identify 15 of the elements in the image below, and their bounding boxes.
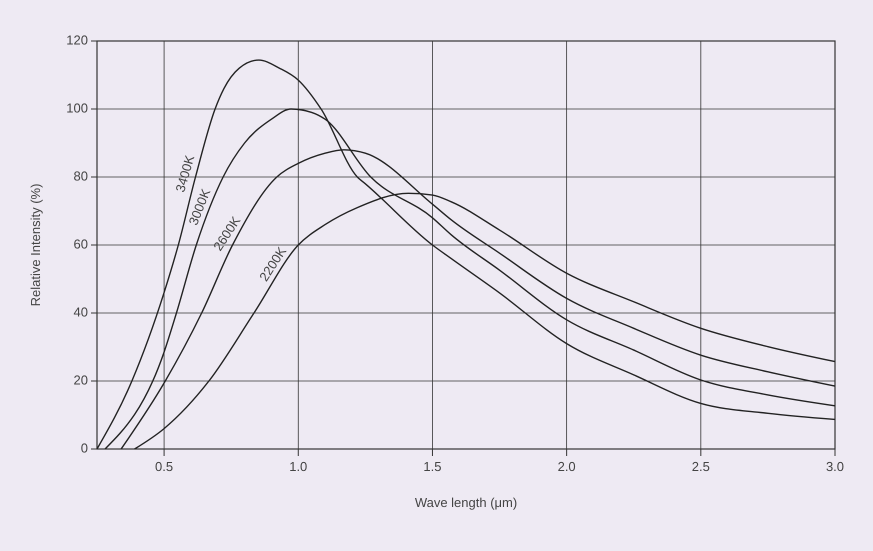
y-axis-title: Relative Intensity (%) bbox=[28, 184, 43, 306]
x-tick-label: 1.5 bbox=[423, 459, 442, 474]
x-tick-label: 1.0 bbox=[289, 459, 308, 474]
y-tick-label: 80 bbox=[74, 168, 88, 184]
x-tick-label: 2.5 bbox=[692, 459, 710, 474]
y-tick-label: 40 bbox=[74, 304, 88, 320]
x-axis-title: Wave length (μm) bbox=[414, 495, 518, 510]
x-tick-label: 2.0 bbox=[558, 459, 576, 474]
x-tick-label: 0.5 bbox=[155, 459, 174, 474]
y-tick-label: 120 bbox=[66, 32, 88, 48]
y-tick-label: 20 bbox=[74, 372, 88, 388]
y-tick-label: 60 bbox=[74, 236, 88, 252]
x-tick-label: 3.0 bbox=[826, 459, 844, 474]
y-tick-label: 0 bbox=[80, 440, 88, 456]
y-tick-label: 100 bbox=[66, 100, 88, 116]
